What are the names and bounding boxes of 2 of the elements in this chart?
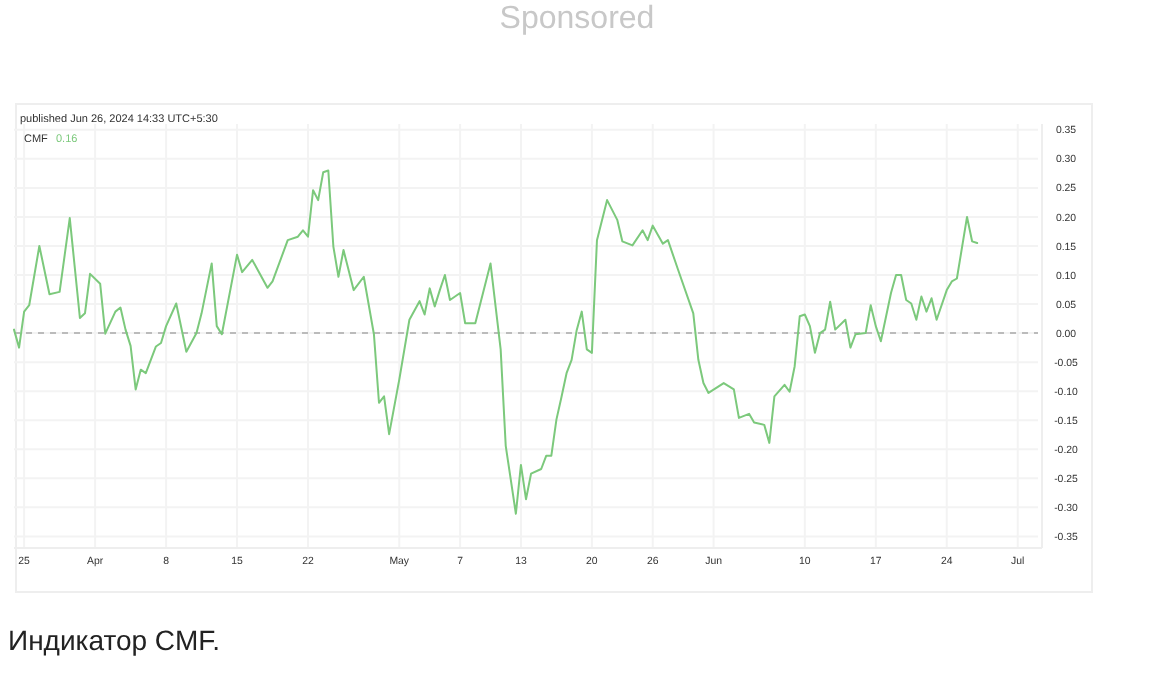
line-series xyxy=(13,169,979,515)
text: Индикатор CMF. xyxy=(8,624,221,656)
